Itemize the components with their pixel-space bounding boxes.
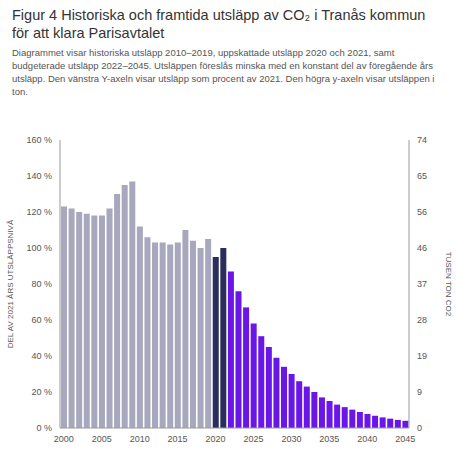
svg-text:100 %: 100 % bbox=[26, 243, 52, 253]
svg-text:2030: 2030 bbox=[281, 434, 301, 444]
svg-text:160 %: 160 % bbox=[26, 135, 52, 145]
svg-text:9: 9 bbox=[417, 387, 422, 397]
svg-text:60 %: 60 % bbox=[31, 315, 52, 325]
svg-text:46: 46 bbox=[417, 243, 427, 253]
svg-text:120 %: 120 % bbox=[26, 207, 52, 217]
svg-text:65: 65 bbox=[417, 171, 427, 181]
svg-text:80 %: 80 % bbox=[31, 279, 52, 289]
svg-text:0: 0 bbox=[417, 423, 422, 433]
svg-text:40 %: 40 % bbox=[31, 351, 52, 361]
svg-text:DEL AV 2021 ÅRS UTSLÄPPSNIVÅ: DEL AV 2021 ÅRS UTSLÄPPSNIVÅ bbox=[8, 219, 15, 348]
svg-text:56: 56 bbox=[417, 207, 427, 217]
svg-text:37: 37 bbox=[417, 279, 427, 289]
svg-text:74: 74 bbox=[417, 135, 427, 145]
svg-text:20 %: 20 % bbox=[31, 387, 52, 397]
svg-text:2025: 2025 bbox=[243, 434, 263, 444]
html-text:Diagrammet visar historiska ut: Diagrammet visar historiska utsläpp 2010… bbox=[12, 47, 435, 97]
svg-text:28: 28 bbox=[417, 315, 427, 325]
svg-text:2015: 2015 bbox=[168, 434, 188, 444]
html-text:Figur 4 Historiska och framtid: Figur 4 Historiska och framtida utsläpp … bbox=[12, 7, 426, 41]
svg-text:2045: 2045 bbox=[395, 434, 415, 444]
svg-text:0 %: 0 % bbox=[36, 423, 52, 433]
svg-text:19: 19 bbox=[417, 351, 427, 361]
svg-text:2005: 2005 bbox=[92, 434, 112, 444]
svg-text:TUSEN TON CO2: TUSEN TON CO2 bbox=[444, 252, 449, 317]
svg-text:2035: 2035 bbox=[319, 434, 339, 444]
svg-text:2000: 2000 bbox=[54, 434, 74, 444]
svg-text:140 %: 140 % bbox=[26, 171, 52, 181]
svg-text:2020: 2020 bbox=[206, 434, 226, 444]
svg-text:2010: 2010 bbox=[130, 434, 150, 444]
svg-text:2040: 2040 bbox=[357, 434, 377, 444]
